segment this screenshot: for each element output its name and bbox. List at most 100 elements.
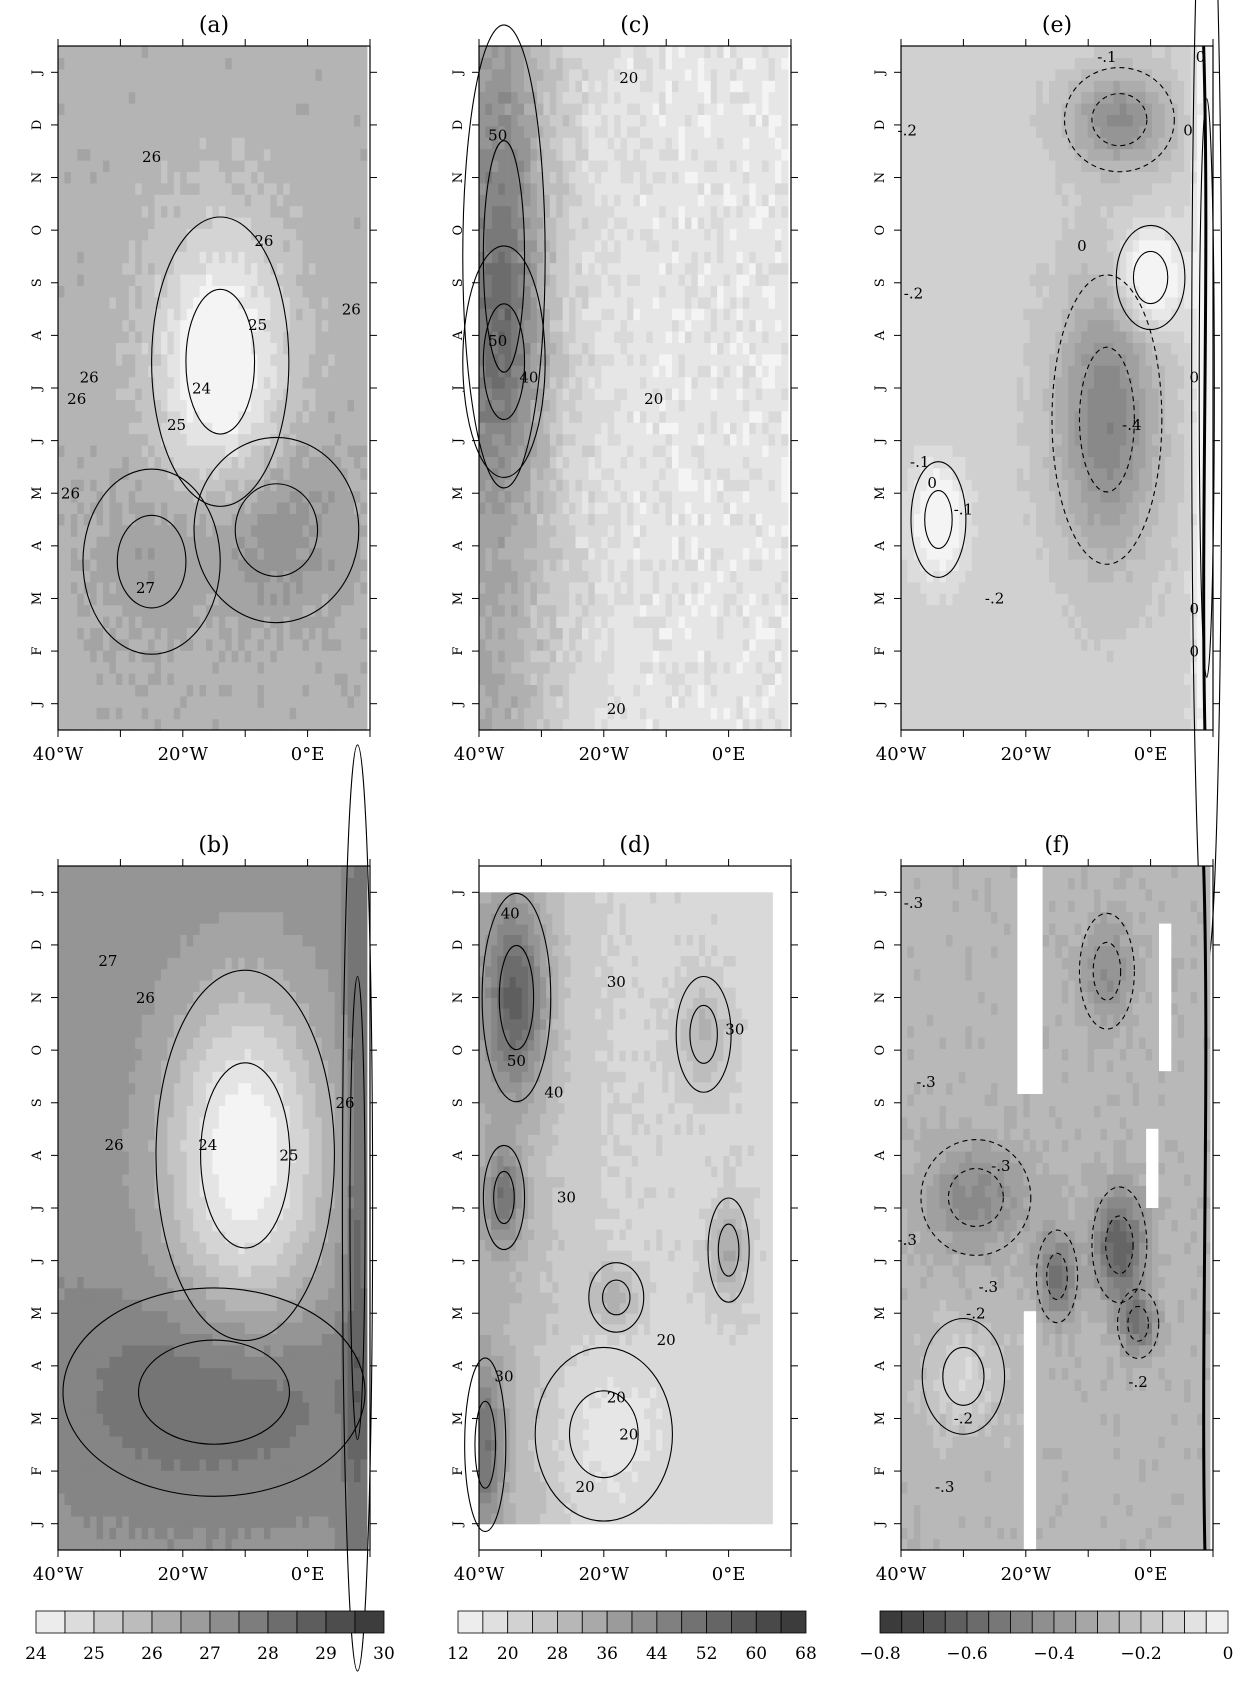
field-cell [186, 1367, 194, 1380]
field-cell [231, 513, 239, 526]
field-cell [115, 1310, 123, 1323]
field-cell [103, 103, 110, 115]
field-cell [257, 1105, 265, 1118]
field-cell [103, 638, 110, 651]
field-cell [315, 331, 323, 343]
field-cell [206, 182, 213, 195]
field-cell [218, 467, 226, 480]
field-cell [90, 68, 98, 81]
field-cell [109, 262, 117, 275]
field-cell [109, 91, 117, 104]
field-cell [122, 160, 130, 172]
field-cell [154, 1173, 162, 1186]
field-cell [96, 171, 104, 184]
field-cell [115, 1413, 123, 1426]
field-cell [173, 456, 181, 469]
field-cell [58, 1059, 65, 1072]
field-cell [225, 695, 233, 708]
field-cell [321, 353, 329, 366]
field-cell [231, 536, 239, 549]
field-cell [309, 616, 316, 628]
field-cell [161, 524, 168, 537]
field-cell [161, 1458, 168, 1471]
field-cell [135, 103, 143, 115]
field-cell [341, 205, 349, 218]
field-cell [161, 445, 168, 457]
field-cell [302, 114, 310, 127]
field-cell [109, 1185, 117, 1198]
field-cell [122, 1367, 130, 1380]
field-cell [360, 194, 368, 207]
panel-title-a: (a) [199, 13, 229, 38]
field-cell [244, 228, 252, 241]
field-cell [96, 274, 104, 286]
field-cell [263, 1219, 271, 1232]
field-cell [154, 319, 162, 332]
field-cell [251, 1481, 259, 1494]
field-cell [109, 103, 117, 115]
field-cell [257, 1447, 265, 1460]
field-cell [173, 433, 181, 446]
field-cell [83, 593, 91, 606]
field-cell [77, 524, 85, 537]
field-cell [161, 57, 168, 70]
field-cell [263, 900, 271, 913]
field-cell [238, 1025, 246, 1038]
field-cell [103, 1276, 110, 1289]
field-cell [251, 650, 259, 663]
field-cell [58, 1219, 65, 1232]
field-cell [334, 627, 342, 640]
field-cell [128, 1082, 136, 1095]
field-cell [283, 182, 291, 195]
field-cell [206, 1322, 213, 1334]
field-cell [193, 103, 201, 115]
field-cell [90, 1014, 98, 1027]
field-cell [193, 1151, 201, 1163]
field-cell [109, 1162, 117, 1175]
field-cell [103, 217, 110, 229]
field-cell [90, 673, 98, 685]
field-cell [257, 1538, 265, 1551]
field-cell [270, 1253, 278, 1266]
field-cell [257, 911, 265, 924]
field-cell [161, 137, 168, 150]
field-cell [135, 479, 143, 492]
field-cell [70, 1162, 78, 1175]
field-cell [238, 57, 246, 70]
field-cell [167, 182, 175, 195]
field-cell [70, 980, 78, 992]
field-cell [141, 877, 149, 890]
field-cell [135, 1151, 143, 1163]
field-cell [289, 627, 297, 640]
field-cell [244, 1105, 252, 1118]
field-cell [309, 262, 316, 275]
field-cell [148, 410, 156, 423]
field-cell [77, 262, 85, 275]
field-cell [251, 1230, 259, 1243]
field-cell [334, 217, 342, 229]
field-cell [225, 559, 233, 571]
field-cell [276, 490, 284, 503]
field-cell [64, 1333, 72, 1346]
field-cell [225, 1151, 233, 1163]
field-cell [270, 182, 278, 195]
field-cell [77, 980, 85, 992]
field-cell [122, 456, 130, 469]
field-cell [328, 661, 336, 674]
field-cell [58, 1025, 65, 1038]
field-cell [263, 866, 271, 878]
field-cell [186, 68, 194, 81]
field-cell [128, 968, 136, 981]
field-cell [231, 1139, 239, 1152]
y-tick-label: J [30, 438, 45, 445]
field-cell [218, 194, 226, 207]
field-cell [135, 319, 143, 332]
field-cell [109, 1025, 117, 1038]
field-cell [115, 945, 123, 958]
field-cell [212, 1208, 220, 1220]
field-cell [321, 707, 329, 720]
field-cell [263, 945, 271, 958]
field-cell [70, 991, 78, 1004]
field-cell [64, 581, 72, 594]
field-cell [206, 1287, 213, 1300]
